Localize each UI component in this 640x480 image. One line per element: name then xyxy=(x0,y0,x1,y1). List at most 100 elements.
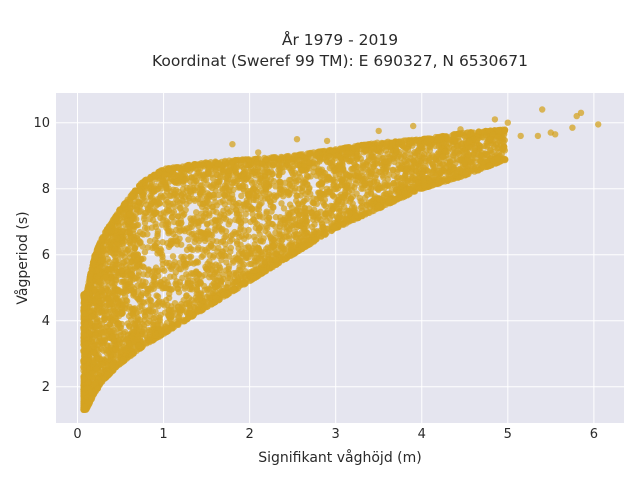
data-point xyxy=(186,188,194,195)
data-point xyxy=(105,327,113,335)
data-point xyxy=(133,347,140,354)
data-point xyxy=(374,139,381,146)
data-point xyxy=(220,207,227,214)
data-point xyxy=(154,228,162,235)
data-point xyxy=(165,227,172,234)
data-point xyxy=(240,156,247,164)
data-point xyxy=(287,167,295,174)
data-point xyxy=(147,302,155,309)
data-point xyxy=(126,201,134,208)
data-point xyxy=(94,385,102,392)
data-point xyxy=(194,195,201,203)
data-point xyxy=(348,165,355,173)
data-point xyxy=(93,266,101,274)
data-point xyxy=(254,244,262,251)
data-point xyxy=(124,305,131,312)
data-point xyxy=(215,252,222,259)
data-point xyxy=(247,165,255,172)
data-point xyxy=(198,210,205,217)
data-point xyxy=(214,171,221,179)
chart-title-line1: År 1979 - 2019 xyxy=(282,30,398,49)
data-point xyxy=(272,183,279,190)
data-point xyxy=(284,209,292,217)
data-point xyxy=(83,289,90,296)
data-point xyxy=(215,244,222,252)
data-point xyxy=(483,151,490,158)
data-point xyxy=(154,268,161,275)
data-point xyxy=(210,254,217,261)
data-point xyxy=(131,305,138,312)
data-point xyxy=(365,157,372,164)
data-point xyxy=(296,185,303,192)
data-point xyxy=(302,229,309,237)
data-point xyxy=(103,342,111,349)
data-point xyxy=(168,286,176,293)
data-point xyxy=(203,195,210,203)
data-point xyxy=(215,191,222,199)
data-point xyxy=(154,198,161,205)
data-point xyxy=(104,283,112,290)
data-point xyxy=(121,328,129,336)
data-point xyxy=(226,238,234,245)
data-point xyxy=(461,159,468,167)
data-point xyxy=(170,186,177,193)
data-point xyxy=(108,263,116,271)
data-point xyxy=(193,286,200,293)
data-point xyxy=(159,253,166,261)
data-point xyxy=(196,294,204,302)
data-point xyxy=(140,231,147,238)
data-point xyxy=(330,193,338,200)
chart-title-line2: Koordinat (Sweref 99 TM): E 690327, N 65… xyxy=(152,52,528,70)
data-point xyxy=(478,153,485,161)
data-point xyxy=(133,263,140,270)
data-point xyxy=(275,160,282,168)
data-point xyxy=(450,157,457,164)
data-point xyxy=(176,228,183,235)
data-point xyxy=(99,341,106,349)
data-point xyxy=(250,233,258,240)
data-point xyxy=(100,347,107,354)
data-point xyxy=(82,348,89,355)
data-point xyxy=(213,202,220,209)
data-point xyxy=(465,138,473,145)
data-point xyxy=(248,247,255,254)
data-point xyxy=(210,191,217,198)
data-point xyxy=(263,210,270,217)
data-point xyxy=(270,154,277,161)
data-point xyxy=(178,209,186,216)
data-point xyxy=(419,171,426,178)
data-point xyxy=(224,172,231,180)
data-point xyxy=(90,349,97,356)
data-point xyxy=(193,184,201,191)
data-point xyxy=(364,188,371,196)
data-point xyxy=(262,227,269,235)
data-point xyxy=(295,211,303,218)
data-point xyxy=(114,321,121,328)
data-point xyxy=(230,286,237,293)
data-point xyxy=(99,337,106,344)
data-point xyxy=(278,200,285,207)
data-point xyxy=(103,354,111,362)
data-point xyxy=(353,143,360,150)
data-point xyxy=(341,189,349,196)
data-point xyxy=(398,154,405,161)
data-point xyxy=(305,205,313,212)
data-point xyxy=(382,141,390,148)
data-point xyxy=(183,300,191,307)
data-point xyxy=(233,207,240,214)
data-point xyxy=(285,152,292,160)
data-point xyxy=(368,145,375,152)
data-point xyxy=(272,229,279,236)
data-point xyxy=(358,185,365,192)
data-point xyxy=(369,153,376,161)
data-point xyxy=(402,147,409,155)
data-point xyxy=(110,287,117,294)
data-point xyxy=(168,214,175,221)
data-point xyxy=(240,279,247,286)
data-point xyxy=(206,294,213,301)
data-point xyxy=(380,174,387,181)
data-point xyxy=(242,168,249,176)
data-point xyxy=(241,227,248,234)
data-point xyxy=(362,148,369,155)
data-point xyxy=(399,181,407,188)
